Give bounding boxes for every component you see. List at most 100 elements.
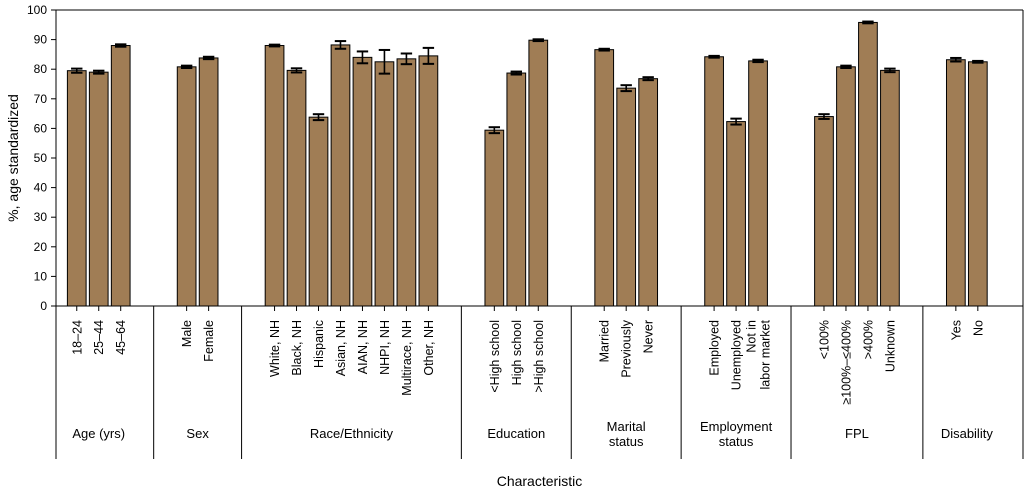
group-label-line: status <box>719 434 754 449</box>
bar <box>484 129 505 307</box>
category-label-line: 45–64 <box>114 320 128 355</box>
bar <box>88 71 109 307</box>
group-label-line: Marital <box>607 419 646 434</box>
category-label-line: Not in <box>745 320 759 353</box>
labels-layer: 18–24 25–44 45–64 Age (yrs) Male Female Sex Whi… <box>70 319 993 449</box>
bar <box>638 78 659 307</box>
bar <box>726 121 746 307</box>
category-label: AIAN, NH <box>356 320 370 374</box>
category-label: <High school <box>488 320 502 393</box>
group-2 <box>264 40 439 307</box>
category-label-line: Black, NH <box>290 320 304 376</box>
category-label: Male <box>180 320 194 347</box>
y-tick-label: 50 <box>34 151 48 165</box>
category-label-line: Employed <box>708 320 722 376</box>
group-label-line: Race/Ethnicity <box>310 426 394 441</box>
y-tick-label: 20 <box>34 240 48 254</box>
category-label-line: Female <box>202 320 216 362</box>
group-label-line: Sex <box>186 426 209 441</box>
category-label-line: Multirace, NH <box>400 320 414 396</box>
category-label: Asian, NH <box>334 320 348 376</box>
category-label-line: >High school <box>532 320 546 393</box>
category-label: Never <box>642 320 656 353</box>
group-6 <box>814 20 900 307</box>
category-label: 25–44 <box>92 320 106 355</box>
category-label: Hispanic <box>312 320 326 368</box>
category-label: Not inlabor market <box>745 319 773 389</box>
category-label: Married <box>598 320 612 362</box>
category-label: >400% <box>861 320 875 359</box>
group-label-line: Employment <box>700 419 773 434</box>
group-label: Marital status <box>607 419 646 449</box>
bar <box>814 116 834 307</box>
bar <box>330 44 351 307</box>
group-label: FPL <box>845 426 869 441</box>
category-label-line: Unemployed <box>730 320 744 390</box>
bar <box>396 58 417 307</box>
y-tick-label: 90 <box>34 33 48 47</box>
bar <box>264 45 285 307</box>
y-tick-label: 100 <box>27 3 47 17</box>
bar <box>858 21 878 307</box>
group-label-line: status <box>609 434 644 449</box>
category-label: Employed <box>708 320 722 376</box>
bar <box>616 87 637 307</box>
y-axis-title: %, age standardized <box>5 94 21 222</box>
category-label: Yes <box>949 320 963 340</box>
category-label: Female <box>202 320 216 362</box>
bar <box>418 55 439 307</box>
group-label: Race/Ethnicity <box>310 426 394 441</box>
bar <box>594 49 615 307</box>
category-label: 45–64 <box>114 320 128 355</box>
category-label-line: Never <box>642 320 656 353</box>
y-tick-label: 30 <box>34 210 48 224</box>
y-tick-label: 70 <box>34 92 48 106</box>
category-label: Black, NH <box>290 320 304 376</box>
bar <box>528 39 549 307</box>
bar <box>506 72 527 307</box>
bar <box>66 70 87 307</box>
category-label-line: Previously <box>620 319 634 377</box>
bar <box>286 69 307 307</box>
category-label: Multirace, NH <box>400 320 414 396</box>
category-label-line: NHPI, NH <box>378 320 392 375</box>
bar <box>836 66 856 307</box>
group-label: Employment status <box>700 419 773 449</box>
category-label-line: No <box>971 320 985 336</box>
category-label-line: >400% <box>861 320 875 359</box>
category-label-line: Male <box>180 320 194 347</box>
group-label: Education <box>487 426 545 441</box>
group-label-line: Disability <box>941 426 994 441</box>
category-label-line: Unknown <box>883 320 897 372</box>
category-label: Unemployed <box>730 320 744 390</box>
group-label: Disability <box>941 426 994 441</box>
y-tick-label: 10 <box>34 269 48 283</box>
category-label: White, NH <box>268 320 282 377</box>
category-label-line: Yes <box>949 320 963 340</box>
category-label: Unknown <box>883 320 897 372</box>
group-label-line: Education <box>487 426 545 441</box>
bar <box>308 116 329 307</box>
group-4 <box>594 47 659 307</box>
bar <box>176 66 197 307</box>
group-7 <box>945 56 988 307</box>
bar <box>945 59 966 307</box>
category-label: High school <box>510 320 524 385</box>
y-tick-label: 80 <box>34 62 48 76</box>
category-label: <100% <box>817 320 831 359</box>
category-label: NHPI, NH <box>378 320 392 375</box>
bar <box>967 61 988 307</box>
category-label-line: <High school <box>488 320 502 393</box>
category-label: >High school <box>532 320 546 393</box>
category-label: ≥100%–≤400% <box>839 320 853 405</box>
category-label-line: Married <box>598 320 612 362</box>
group-label-line: FPL <box>845 426 869 441</box>
category-label-line: Hispanic <box>312 320 326 368</box>
group-label-line: Age (yrs) <box>72 426 125 441</box>
bar <box>352 56 373 307</box>
category-label-line: labor market <box>759 319 773 389</box>
category-label: Other, NH <box>422 320 436 376</box>
bar <box>880 69 900 307</box>
category-label-line: AIAN, NH <box>356 320 370 374</box>
